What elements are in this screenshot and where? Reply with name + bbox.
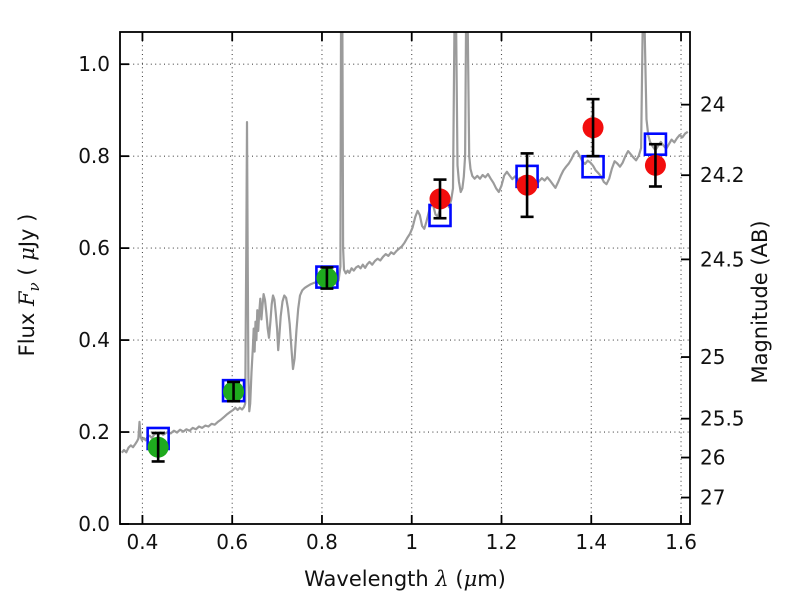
mag-tick-label: 24.2 xyxy=(700,163,745,187)
axis-ticks xyxy=(120,32,690,525)
flux-tick-label: 0.4 xyxy=(78,328,110,352)
flux-tick-label: 0.0 xyxy=(78,512,110,536)
mag-tick-label: 26 xyxy=(700,446,725,470)
x-tick-label: 1.2 xyxy=(486,530,518,554)
mag-tick-label: 24 xyxy=(700,93,725,117)
x-tick-label: 1.6 xyxy=(665,530,697,554)
left-y-axis-label: Flux Fν ( μJy ) xyxy=(15,214,43,357)
x-tick-label: 1 xyxy=(405,530,418,554)
right-y-axis-label: Magnitude (AB) xyxy=(748,220,772,383)
x-tick-label: 0.4 xyxy=(127,530,159,554)
x-tick-label: 0.6 xyxy=(216,530,248,554)
flux-tick-label: 0.8 xyxy=(78,144,110,168)
flux-tick-label: 0.2 xyxy=(78,420,110,444)
mag-tick-label: 25.5 xyxy=(700,407,745,431)
x-tick-label: 0.8 xyxy=(306,530,338,554)
flux-tick-label: 0.6 xyxy=(78,236,110,260)
mag-tick-label: 25 xyxy=(700,345,725,369)
error-bars xyxy=(151,97,662,463)
flux-tick-label: 1.0 xyxy=(78,52,110,76)
model-photometry-markers xyxy=(146,132,668,451)
x-axis-label: Wavelength λ (μm) xyxy=(304,567,506,591)
x-tick-label: 1.4 xyxy=(575,530,607,554)
observed-photometry-markers xyxy=(147,117,666,458)
spectrum-line xyxy=(120,32,689,454)
grid-lines xyxy=(120,32,690,524)
mag-tick-label: 27 xyxy=(700,486,725,510)
mag-tick-label: 24.5 xyxy=(700,247,745,271)
plot-frame xyxy=(119,31,691,525)
